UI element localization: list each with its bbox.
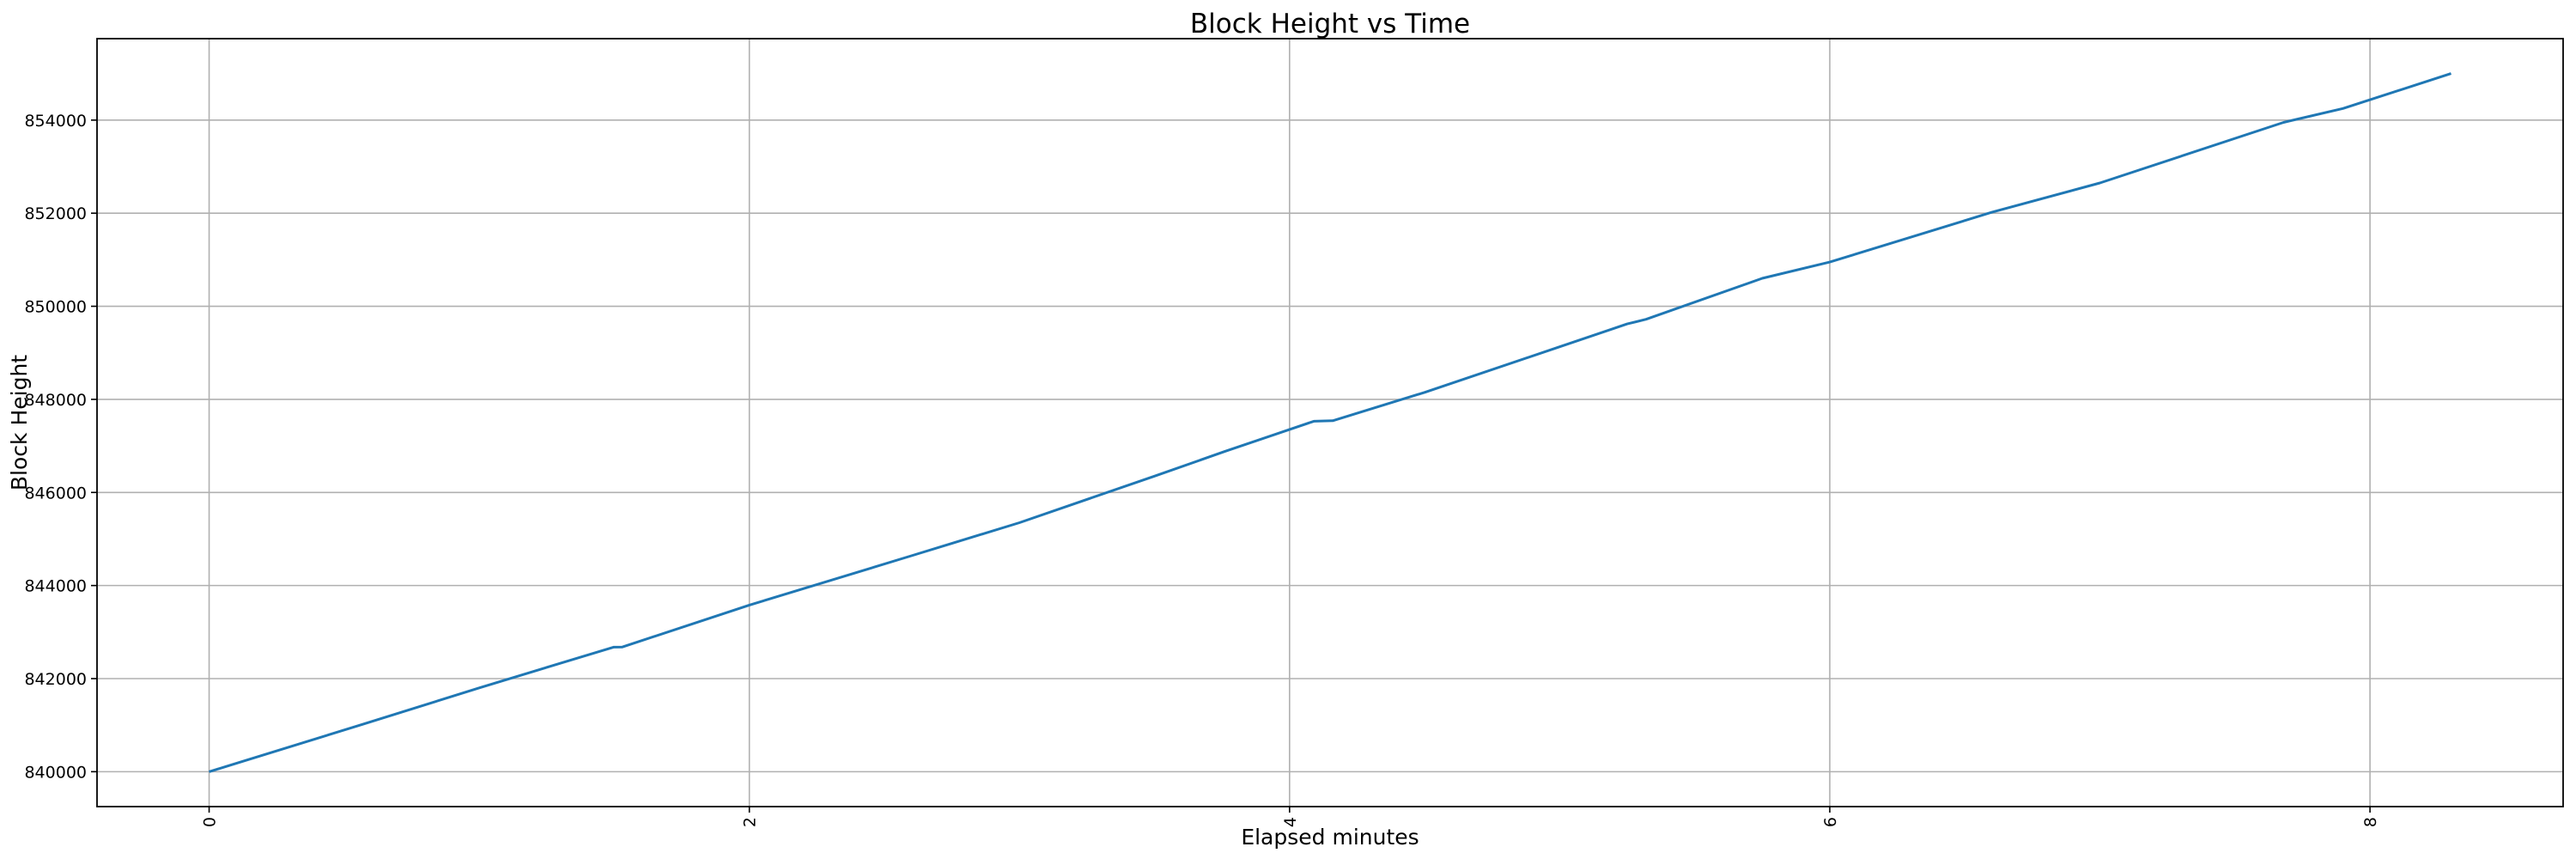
y-tick-label: 850000 — [24, 298, 87, 317]
y-tick-label: 848000 — [24, 391, 87, 410]
block-height-line — [209, 72, 2451, 773]
y-tick-label: 840000 — [24, 763, 87, 782]
y-tick-label: 852000 — [24, 204, 87, 223]
x-tick-label: 6 — [1821, 817, 1840, 827]
ticks: 0 2 4 6 8 840000 842000 844000 846000 848000 85000… — [24, 112, 2380, 827]
y-tick-label: 846000 — [24, 484, 87, 503]
y-tick-label: 842000 — [24, 670, 87, 689]
x-tick-label: 2 — [741, 817, 760, 827]
series-layer — [209, 72, 2451, 773]
y-tick-label: 844000 — [24, 577, 87, 596]
chart-title: Block Height vs Time — [1190, 9, 1470, 40]
x-tick-label: 8 — [2361, 817, 2380, 827]
y-axis-label: Block Height — [7, 355, 32, 490]
plot-frame — [96, 38, 2564, 807]
x-tick-label: 0 — [201, 817, 220, 827]
y-tick-label: 854000 — [24, 112, 87, 131]
x-axis-label: Elapsed minutes — [1241, 825, 1419, 850]
x-tick-label: 4 — [1281, 817, 1300, 827]
